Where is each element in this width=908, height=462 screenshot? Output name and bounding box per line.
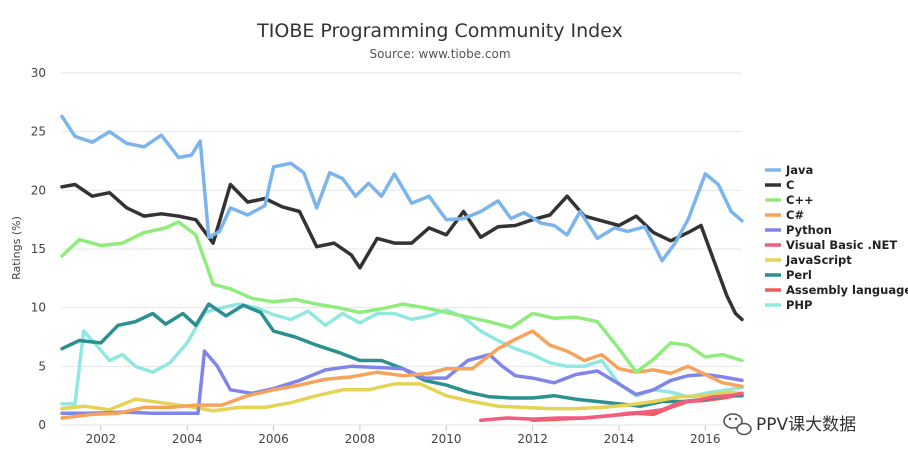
series-line-javascript bbox=[60, 382, 744, 413]
watermark-right: PPV课大数据 bbox=[723, 413, 856, 436]
x-tick-label: 2012 bbox=[517, 432, 548, 446]
series-line-php bbox=[60, 302, 744, 406]
legend-item-javascript[interactable]: JavaScript bbox=[765, 253, 852, 267]
legend-item-c[interactable]: C++ bbox=[765, 193, 814, 207]
watermark-left-text: 大数据 bbox=[38, 437, 77, 452]
x-tick-label: 2004 bbox=[172, 432, 203, 446]
y-tick-label: 25 bbox=[31, 125, 46, 139]
y-tick-label: 10 bbox=[31, 301, 46, 315]
watermark-right-text: PPV课大数据 bbox=[756, 415, 856, 435]
series-line-perl bbox=[60, 302, 744, 408]
y-axis-title: Ratings (%) bbox=[10, 216, 23, 280]
watermark-logo-icon bbox=[9, 434, 27, 452]
wechat-icon bbox=[723, 413, 752, 436]
x-tick-label: 2008 bbox=[345, 432, 376, 446]
series-line-python bbox=[60, 349, 744, 416]
legend-label: C bbox=[786, 178, 794, 192]
legend-label: PHP bbox=[786, 298, 812, 312]
y-tick-label: 15 bbox=[31, 242, 46, 256]
series-group bbox=[60, 114, 744, 423]
y-tick-label: 30 bbox=[31, 66, 46, 80]
legend-label: Visual Basic .NET bbox=[786, 238, 897, 252]
legend-label: C# bbox=[786, 208, 804, 222]
y-tick-label: 5 bbox=[38, 359, 46, 373]
y-tick-label: 20 bbox=[31, 183, 46, 197]
x-tick-label: 2006 bbox=[258, 432, 289, 446]
watermark-left: 大数据 bbox=[9, 434, 77, 452]
legend-item-php[interactable]: PHP bbox=[765, 298, 812, 312]
y-tick-label: 0 bbox=[38, 418, 46, 432]
x-tick-label: 2002 bbox=[86, 432, 117, 446]
series-line-java bbox=[60, 114, 744, 263]
series-line-c bbox=[60, 182, 744, 322]
legend-item-visual-basic-net[interactable]: Visual Basic .NET bbox=[765, 238, 897, 252]
x-tick-label: 2014 bbox=[604, 432, 635, 446]
series-line-c bbox=[60, 329, 744, 420]
legend-label: Java bbox=[785, 163, 813, 177]
x-tick-label: 2016 bbox=[690, 432, 721, 446]
chart-title: TIOBE Programming Community Index bbox=[256, 20, 623, 42]
legend-label: Python bbox=[786, 223, 832, 237]
legend-item-python[interactable]: Python bbox=[765, 223, 832, 237]
chart-subtitle: Source: www.tiobe.com bbox=[369, 47, 510, 61]
legend-label: Assembly language bbox=[786, 283, 908, 297]
legend-label: JavaScript bbox=[785, 253, 852, 267]
legend-item-java[interactable]: Java bbox=[765, 163, 813, 177]
x-tick-label: 2010 bbox=[431, 432, 462, 446]
legend-item-assembly-language[interactable]: Assembly language bbox=[765, 283, 908, 297]
x-axis-ticks: 2002 2004 2006 2008 2010 2012 2014 2016 bbox=[86, 425, 721, 446]
legend-item-c[interactable]: C bbox=[765, 178, 794, 192]
series-line-c bbox=[60, 220, 744, 374]
y-axis-ticks: 0 5 10 15 20 25 30 bbox=[31, 66, 46, 432]
gridlines bbox=[62, 72, 742, 426]
legend-item-perl[interactable]: Perl bbox=[765, 268, 812, 282]
legend-item-c[interactable]: C# bbox=[765, 208, 804, 222]
legend-label: C++ bbox=[786, 193, 814, 207]
series-line-visual-basic-net bbox=[479, 391, 744, 423]
legend-label: Perl bbox=[786, 268, 812, 282]
